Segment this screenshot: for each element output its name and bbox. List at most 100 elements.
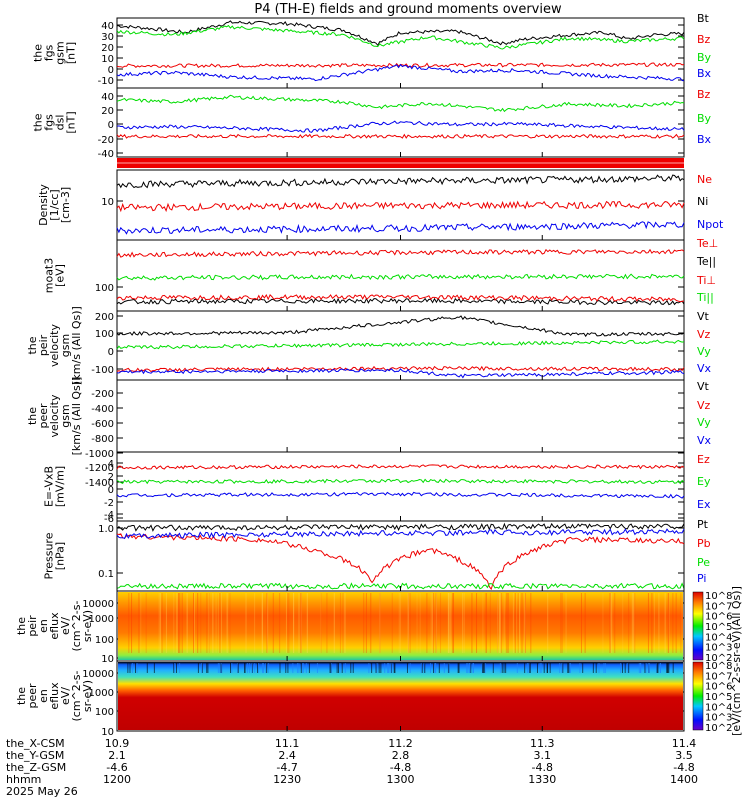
panel-frame: [116, 379, 685, 453]
colorbar-tick-label: 10^2: [705, 723, 732, 734]
y-tick-label: 40: [101, 92, 114, 103]
y-tick-label: -2: [104, 498, 114, 509]
y-axis-label: (cm^2-s-: [70, 601, 83, 652]
footer-row-value: 11.3: [530, 737, 555, 750]
y-axis-label: Density: [37, 184, 50, 226]
legend-entry: Vz: [697, 399, 711, 412]
y-axis-label: [mV/m]: [54, 466, 67, 507]
footer-row-value: -4.8: [673, 761, 694, 774]
footer-layer: the_X-CSM 10.9 11.1 11.2 11.3 11.4 the_Y-GSM 2.…: [6, 737, 698, 798]
series-line-Bx: [116, 63, 685, 82]
legend-entry: Te⊥: [696, 237, 718, 250]
colorbar-0: 10^810^710^610^510^410^310^2: [692, 591, 732, 664]
series-group-2: [116, 174, 685, 235]
legend-entry: Te||: [696, 255, 716, 268]
footer-row-value: -4.8: [390, 761, 411, 774]
y-axis-label: [nPa]: [54, 542, 67, 570]
axis-layer: 10^810^710^610^510^410^310^210^810^710^6…: [116, 83, 743, 736]
y-tick-label: -40: [98, 149, 114, 160]
legend-entry: Vz: [697, 328, 711, 341]
footer-row-value: -4.8: [532, 761, 553, 774]
y-axis-label: eflux: [48, 682, 61, 710]
legend-entry: Ez: [697, 453, 710, 466]
colorbar-tick-label: 10^6: [705, 612, 732, 623]
legend-entry: Bt: [697, 12, 710, 25]
panel-frame: [116, 451, 685, 522]
y-axis-label: eV/: [59, 687, 72, 705]
y-axis-label: the: [15, 617, 28, 635]
y-tick-label: -1000: [85, 449, 114, 460]
y-tick-label: -800: [91, 434, 114, 445]
panel-density: Density[1/cc][cm-3] 10 Ne Ni Npot: [37, 169, 724, 241]
footer-row-value: 3.5: [675, 749, 693, 762]
chart-title: P4 (TH-E) fields and ground moments over…: [254, 2, 562, 17]
series-line-Te⊥: [116, 248, 685, 258]
colorbar: [692, 591, 704, 661]
series-line-By: [116, 24, 685, 50]
series-line-Ne: [116, 200, 685, 213]
y-axis-label: velocity: [48, 324, 61, 367]
footer-row-value: 2.4: [278, 749, 296, 762]
y-axis-label: moat3: [43, 258, 56, 294]
series-line-Te||: [116, 297, 685, 306]
footer-row-value: 1330: [528, 773, 556, 786]
colorbar-tick-label: 10^8: [705, 661, 732, 672]
legend-entry: Pi: [697, 572, 706, 585]
y-axis-label: sr-eV): [81, 680, 94, 712]
y-axis-label: en: [37, 619, 50, 633]
colorbar-tick-label: 10^4: [705, 702, 732, 713]
series-line-Npot: [116, 221, 685, 235]
y-tick-label: 0: [108, 485, 114, 496]
y-tick-label: -4: [104, 510, 114, 521]
series-line-Ti||: [116, 273, 685, 281]
y-tick-label: 100: [95, 635, 114, 646]
y-axis-label: peir: [37, 334, 50, 356]
colorbar-tick-label: 10^5: [705, 622, 732, 633]
legend-entry: By: [697, 51, 712, 64]
y-tick-label: -100: [91, 365, 114, 376]
y-tick-label: 1000: [89, 614, 114, 625]
series-line-Bx: [116, 120, 685, 133]
legend-entry: Vt: [697, 380, 710, 393]
y-axis-label: sr-eV): [81, 610, 94, 642]
series-group-0: [116, 20, 685, 82]
colorbar-tick-label: 10^2: [705, 653, 732, 664]
colorbar-tick-label: 10^3: [705, 643, 732, 654]
legend-entry: Npot: [697, 218, 724, 231]
ion-spectrogram: [118, 592, 683, 660]
y-axis-label: fgs: [43, 114, 56, 131]
y-axis-label: E=-VxB: [43, 466, 56, 507]
legend-entry: Bx: [697, 67, 712, 80]
y-tick-label: 20: [101, 43, 114, 54]
y-axis-label: [nT]: [65, 111, 78, 133]
footer-row-value: -4.6: [106, 761, 127, 774]
colorbar-tick-label: 10^7: [705, 601, 732, 612]
y-tick-label: 100: [95, 329, 114, 340]
legend-entry: Vy: [697, 345, 711, 358]
colorbar-label: [eV/(cm^2-s-sr-eV)(All Qs)]: [730, 586, 743, 736]
y-tick-label: -600: [91, 419, 114, 430]
series-line-Ni: [116, 174, 685, 189]
y-axis-label: velocity: [48, 394, 61, 437]
legend-entry: Bx: [697, 133, 712, 146]
series-layer: [116, 20, 685, 591]
y-axis-label: [eV]: [54, 264, 67, 287]
series-line-Vy: [116, 339, 685, 350]
y-axis-label: the: [32, 44, 45, 62]
y-axis-label: eV/: [59, 617, 72, 635]
y-axis-label: [km/s (All Qs)]: [70, 377, 83, 456]
y-axis-label: the: [15, 687, 28, 705]
series-line-Pi: [116, 528, 685, 540]
series-line-Vz: [116, 365, 685, 373]
series-line-Pb: [116, 533, 685, 591]
legend-entry: Pe: [697, 556, 710, 569]
series-group-4: [116, 315, 685, 379]
y-tick-label: 1.0: [98, 524, 114, 535]
y-tick-label: -10: [98, 76, 114, 87]
colorbar-1: 10^810^710^610^510^410^310^2: [692, 661, 732, 734]
